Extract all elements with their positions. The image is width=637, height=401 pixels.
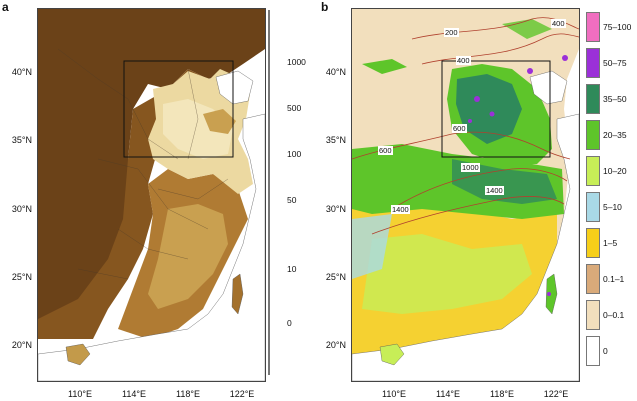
panel-b-map <box>351 8 580 382</box>
legend-swatch <box>586 12 600 42</box>
contour-label: 600 <box>452 124 467 133</box>
panel-a-map <box>37 8 266 382</box>
panel-b-lat-label: 30°N <box>325 204 346 214</box>
colorbar-tick-label: 100 <box>287 149 302 159</box>
colorbar-tick-label: 500 <box>287 103 302 113</box>
legend-swatch <box>586 84 600 114</box>
colorbar-swatch <box>268 10 270 56</box>
legend-swatch <box>586 228 600 258</box>
panel-b-lat-label: 20°N <box>325 340 346 350</box>
legend-label: 50–75 <box>603 58 627 68</box>
legend-label: 20–35 <box>603 130 627 140</box>
panel-a-lon-label: 110°E <box>68 389 92 399</box>
contour-label: 200 <box>444 28 459 37</box>
colorbar-tick-label: 0 <box>287 318 292 328</box>
contour-label: 400 <box>551 19 566 28</box>
colorbar-swatch <box>268 148 270 194</box>
legend-label: 5–10 <box>603 202 622 212</box>
panel-b-lon-label: 122°E <box>543 389 569 399</box>
study-area-box <box>123 60 234 158</box>
colorbar-swatch <box>268 56 270 102</box>
panel-b-lat-label: 35°N <box>325 135 346 145</box>
contour-label: 1400 <box>391 205 410 214</box>
panel-b-lon-label: 114°E <box>436 389 460 399</box>
legend-label: 1–5 <box>603 238 618 248</box>
colorbar-swatch <box>268 102 270 148</box>
panel-a-lon-label: 118°E <box>176 389 200 399</box>
panel-a-lat-label: 20°N <box>11 340 32 350</box>
elevation-map <box>38 9 265 381</box>
contour-label: 600 <box>378 146 393 155</box>
panel-b-lat-label: 25°N <box>325 272 346 282</box>
colorbar-swatch <box>268 240 270 285</box>
panel-a-letter: a <box>2 0 9 14</box>
panel-a-lat-label: 40°N <box>11 67 32 77</box>
panel-b-lon-label: 110°E <box>382 389 406 399</box>
contour-label: 400 <box>456 56 471 65</box>
legend-label: 0–0.1 <box>603 310 625 320</box>
category-map <box>352 9 579 381</box>
colorbar-swatch <box>268 194 270 240</box>
legend-label: 75–100 <box>603 22 632 32</box>
study-area-box <box>441 60 551 158</box>
category-legend <box>586 12 600 374</box>
legend-swatch <box>586 300 600 330</box>
contour-label: 1400 <box>485 186 504 195</box>
panel-a-lat-label: 35°N <box>11 135 32 145</box>
legend-label: 10–20 <box>603 166 627 176</box>
colorbar-swatch <box>268 285 270 330</box>
legend-swatch <box>586 156 600 186</box>
legend-swatch <box>586 120 600 150</box>
legend-label: 0.1–1 <box>603 274 625 284</box>
legend-swatch <box>586 264 600 294</box>
legend-label: 0 <box>603 346 608 356</box>
colorbar-tick-label: 50 <box>287 195 297 205</box>
legend-label: 35–50 <box>603 94 627 104</box>
elevation-colorbar <box>268 10 283 375</box>
legend-swatch <box>586 336 600 366</box>
panel-a-lon-label: 122°E <box>229 389 255 399</box>
colorbar-tick-label: 10 <box>287 264 297 274</box>
contour-label: 1000 <box>461 163 480 172</box>
legend-swatch <box>586 48 600 78</box>
panel-b-lat-label: 40°N <box>325 67 346 77</box>
panel-a-lat-label: 30°N <box>11 204 32 214</box>
panel-a-lat-label: 25°N <box>11 272 32 282</box>
colorbar-tick-label: 1000 <box>287 57 306 67</box>
panel-b-lon-label: 118°E <box>490 389 514 399</box>
panel-b-letter: b <box>321 0 329 14</box>
legend-swatch <box>586 192 600 222</box>
colorbar-swatch <box>268 330 270 375</box>
panel-a-lon-label: 114°E <box>122 389 146 399</box>
